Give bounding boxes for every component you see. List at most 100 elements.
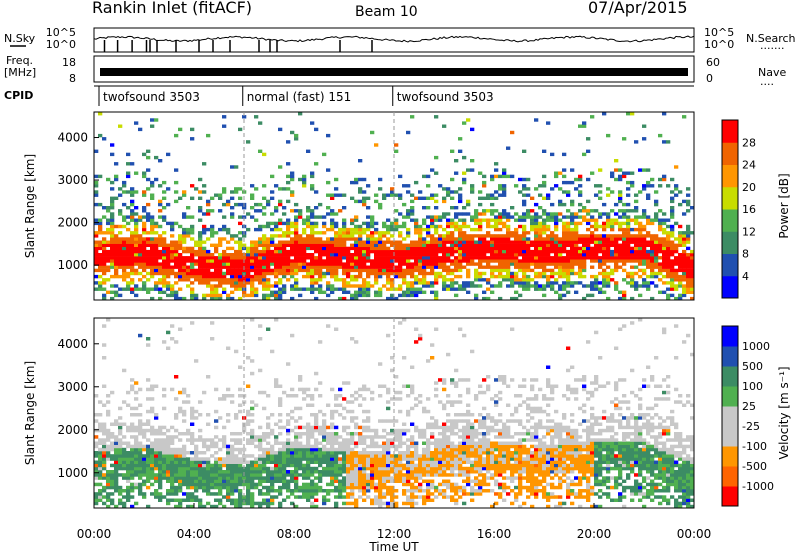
heatmap-cell <box>374 293 379 298</box>
heatmap-cell <box>234 259 239 263</box>
heatmap-cell <box>426 265 431 269</box>
heatmap-cell <box>670 190 675 194</box>
heatmap-cell <box>142 473 147 477</box>
heatmap-cell <box>250 293 255 298</box>
heatmap-cell <box>386 287 391 291</box>
heatmap-cell <box>170 240 175 244</box>
heatmap-cell <box>670 234 675 238</box>
heatmap-cell <box>206 438 211 442</box>
heatmap-cell <box>298 447 303 452</box>
heatmap-cell <box>142 274 147 279</box>
heatmap-cell <box>446 287 451 291</box>
heatmap-cell <box>606 296 611 301</box>
heatmap-cell <box>686 187 691 191</box>
heatmap-cell <box>210 274 215 279</box>
heatmap-cell <box>134 234 139 238</box>
heatmap-cell <box>158 444 163 449</box>
heatmap-cell <box>590 274 595 279</box>
heatmap-cell <box>366 259 371 263</box>
heatmap-cell <box>414 240 419 244</box>
heatmap-cell <box>342 460 347 464</box>
heatmap-cell <box>282 256 287 260</box>
heatmap-cell <box>210 256 215 260</box>
heatmap-cell <box>414 256 419 260</box>
heatmap-cell <box>354 432 359 436</box>
heatmap-cell <box>674 246 679 251</box>
heatmap-cell <box>134 190 139 194</box>
heatmap-cell <box>430 249 435 254</box>
heatmap-cell <box>582 215 587 219</box>
heatmap-cell <box>494 190 499 194</box>
heatmap-cell <box>610 218 615 222</box>
heatmap-cell <box>146 473 151 477</box>
heatmap-cell <box>166 498 171 502</box>
heatmap-cell <box>150 262 155 266</box>
heatmap-cell <box>542 174 547 179</box>
heatmap-cell <box>634 281 639 285</box>
heatmap-cell <box>282 231 287 235</box>
heatmap-cell <box>274 243 279 247</box>
heatmap-cell <box>514 274 519 279</box>
heatmap-cell <box>142 221 147 226</box>
heatmap-cell <box>478 256 483 260</box>
heatmap-cell <box>322 246 327 251</box>
heatmap-cell <box>378 470 383 474</box>
heatmap-cell <box>314 504 319 509</box>
heatmap-cell <box>670 287 675 291</box>
heatmap-cell <box>374 227 379 232</box>
heatmap-cell <box>318 202 323 207</box>
heatmap-cell <box>470 159 475 163</box>
heatmap-cell <box>578 259 583 263</box>
heatmap-cell <box>166 202 171 207</box>
heatmap-cell <box>362 290 367 294</box>
heatmap-cell <box>166 454 171 458</box>
heatmap-cell <box>370 215 375 219</box>
heatmap-cell <box>522 278 527 282</box>
heatmap-cell <box>142 265 147 269</box>
heatmap-cell <box>422 249 427 254</box>
heatmap-cell <box>366 221 371 226</box>
heatmap-cell <box>394 249 399 254</box>
heatmap-cell <box>418 253 423 257</box>
heatmap-cell <box>378 243 383 247</box>
heatmap-cell <box>98 441 103 445</box>
heatmap-cell <box>498 193 503 197</box>
heatmap-cell <box>450 224 455 229</box>
heatmap-cell <box>390 227 395 232</box>
heatmap-cell <box>114 249 119 254</box>
heatmap-cell <box>114 454 119 458</box>
heatmap-cell <box>454 259 459 263</box>
heatmap-cell <box>366 246 371 251</box>
heatmap-cell <box>662 243 667 247</box>
heatmap-cell <box>378 495 383 499</box>
heatmap-cell <box>690 262 695 266</box>
heatmap-cell <box>110 246 115 251</box>
heatmap-cell <box>418 246 423 251</box>
heatmap-cell <box>534 237 539 241</box>
heatmap-cell <box>282 187 287 191</box>
heatmap-cell <box>254 271 259 276</box>
heatmap-cell <box>626 209 631 213</box>
heatmap-cell <box>110 143 115 147</box>
heatmap-cell <box>358 187 363 191</box>
heatmap-cell <box>398 212 403 216</box>
heatmap-cell <box>686 268 691 273</box>
heatmap-cell <box>270 349 275 354</box>
heatmap-cell <box>674 184 679 188</box>
heatmap-cell <box>506 268 511 273</box>
heatmap-cell <box>566 253 571 257</box>
heatmap-cell <box>418 237 423 241</box>
heatmap-cell <box>342 221 347 226</box>
heatmap-cell <box>370 234 375 238</box>
heatmap-cell <box>670 224 675 229</box>
heatmap-cell <box>310 187 315 191</box>
heatmap-cell <box>310 501 315 506</box>
heatmap-cell <box>106 482 111 487</box>
heatmap-cell <box>258 368 263 373</box>
heatmap-cell <box>674 287 679 291</box>
heatmap-cell <box>238 482 243 487</box>
heatmap-cell <box>302 287 307 291</box>
heatmap-cell <box>106 451 111 455</box>
heatmap-cell <box>354 482 359 487</box>
heatmap-cell <box>554 262 559 266</box>
